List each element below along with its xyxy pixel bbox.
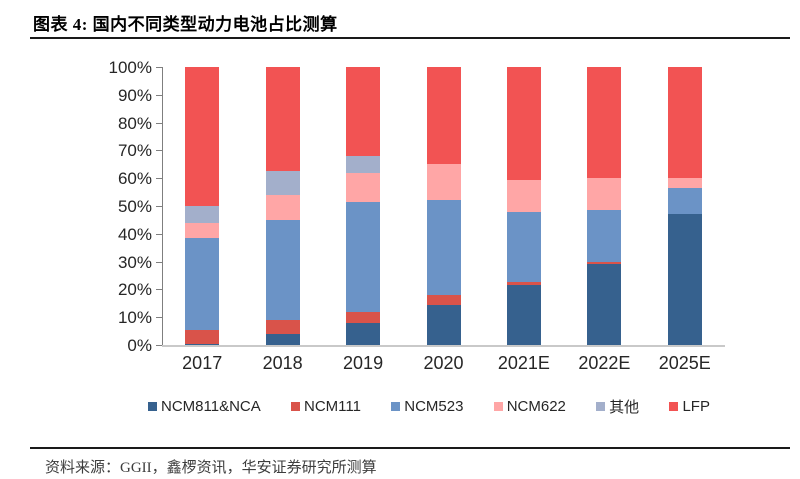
y-tick-label: 80% xyxy=(117,113,152,133)
bar-segment-lfp xyxy=(346,67,381,156)
bar-segment-ncm111 xyxy=(587,261,622,265)
bar-segment-ncm811-nca xyxy=(185,343,220,345)
legend-item: 其他 xyxy=(596,396,639,417)
bar-segment-ncm622 xyxy=(265,194,300,220)
legend-label: NCM811&NCA xyxy=(161,398,261,415)
bar-segment-lfp xyxy=(185,67,220,206)
legend-item: LFP xyxy=(669,398,710,415)
legend-marker-icon xyxy=(391,402,401,411)
bar-segment-ncm811-nca xyxy=(667,214,702,345)
x-axis-line xyxy=(162,345,725,347)
bar-segment-ncm523 xyxy=(185,237,220,330)
chart-legend: NCM811&NCA NCM111 NCM523 NCM622 其他 LFP xyxy=(148,396,710,417)
legend-marker-icon xyxy=(669,402,679,411)
x-category-label: 2019 xyxy=(343,353,384,373)
y-tick-label: 10% xyxy=(117,308,152,328)
bar-segment-ncm811-nca xyxy=(426,304,461,345)
bar-segment-ncm111 xyxy=(265,319,300,334)
bar-segment-- xyxy=(265,171,300,195)
bar-segment-ncm622 xyxy=(667,178,702,188)
y-tick-label: 40% xyxy=(117,224,152,244)
bar-segment-lfp xyxy=(265,67,300,172)
bar-segment-ncm811-nca xyxy=(587,264,622,345)
legend-label: NCM622 xyxy=(506,398,566,415)
bar-segment-ncm622 xyxy=(185,222,220,238)
bar-segment-- xyxy=(346,155,381,173)
legend-label: NCM523 xyxy=(404,398,464,415)
bar-segment-ncm111 xyxy=(185,329,220,344)
y-tick xyxy=(156,67,162,68)
bar-segment-ncm622 xyxy=(346,172,381,202)
legend-marker-icon xyxy=(493,402,503,411)
y-tick xyxy=(156,206,162,207)
bar-segment-ncm523 xyxy=(506,211,541,283)
y-tick-label: 0% xyxy=(127,336,152,355)
legend-label: LFP xyxy=(682,398,710,415)
y-tick-label: 90% xyxy=(117,85,152,105)
y-axis-line xyxy=(162,67,163,345)
bar-segment-lfp xyxy=(587,67,622,179)
x-category-label: 2022E xyxy=(578,353,631,373)
x-category-label: 2018 xyxy=(262,353,303,373)
legend-item: NCM811&NCA xyxy=(148,398,261,415)
bar-segment-ncm523 xyxy=(346,201,381,312)
y-tick xyxy=(156,94,162,96)
y-tick xyxy=(156,345,162,346)
legend-label: 其他 xyxy=(609,399,640,416)
y-tick-label: 30% xyxy=(117,252,152,272)
legend-marker-icon xyxy=(291,402,301,411)
bar-segment-- xyxy=(185,206,220,223)
bar-segment-ncm811-nca xyxy=(346,322,381,345)
bar-segment-ncm523 xyxy=(667,187,702,215)
title-divider xyxy=(30,37,790,39)
bar-segment-lfp xyxy=(667,67,702,179)
x-category-label: 2017 xyxy=(182,353,223,373)
x-category-label: 2021E xyxy=(497,353,550,373)
x-category-label: 2025E xyxy=(658,353,711,373)
footer-divider xyxy=(30,447,790,449)
legend-item: NCM111 xyxy=(291,398,361,415)
bar-segment-ncm622 xyxy=(587,178,622,211)
legend-marker-icon xyxy=(596,402,606,411)
bar-segment-ncm622 xyxy=(506,179,541,212)
y-tick-label: 50% xyxy=(117,197,152,216)
legend-item: NCM523 xyxy=(391,398,463,415)
y-tick-label: 100% xyxy=(108,58,152,77)
y-tick xyxy=(156,178,162,180)
bar-segment-ncm811-nca xyxy=(506,285,541,345)
source-note: 资料来源：GGII，鑫椤资讯，华安证券研究所测算 xyxy=(45,456,377,477)
y-tick-label: 60% xyxy=(117,169,152,189)
y-tick xyxy=(156,150,162,152)
y-tick xyxy=(156,261,162,263)
y-tick-label: 20% xyxy=(117,280,152,300)
x-category-label: 2020 xyxy=(423,353,464,373)
bar-segment-ncm811-nca xyxy=(265,333,300,345)
legend-label: NCM111 xyxy=(304,398,361,415)
figure-title: 图表 4: 国内不同类型动力电池占比测算 xyxy=(33,15,338,34)
bar-segment-ncm111 xyxy=(506,282,541,286)
bar-segment-ncm622 xyxy=(426,164,461,201)
source-text: GGII，鑫椤资讯，华安证券研究所测算 xyxy=(120,460,377,476)
y-tick xyxy=(156,122,162,124)
legend-marker-icon xyxy=(148,402,157,411)
bar-segment-lfp xyxy=(506,67,541,180)
bar-segment-ncm111 xyxy=(346,311,381,323)
source-label: 资料来源： xyxy=(45,460,121,476)
y-tick-label: 70% xyxy=(117,141,152,161)
bar-segment-ncm523 xyxy=(587,210,622,262)
bar-segment-ncm523 xyxy=(426,200,461,295)
y-tick xyxy=(156,289,162,291)
y-tick xyxy=(156,317,162,319)
legend-item: NCM622 xyxy=(493,398,566,415)
bar-segment-lfp xyxy=(426,67,461,165)
bar-segment-ncm111 xyxy=(426,294,461,305)
bar-segment-ncm523 xyxy=(265,219,300,320)
y-tick xyxy=(156,233,162,235)
